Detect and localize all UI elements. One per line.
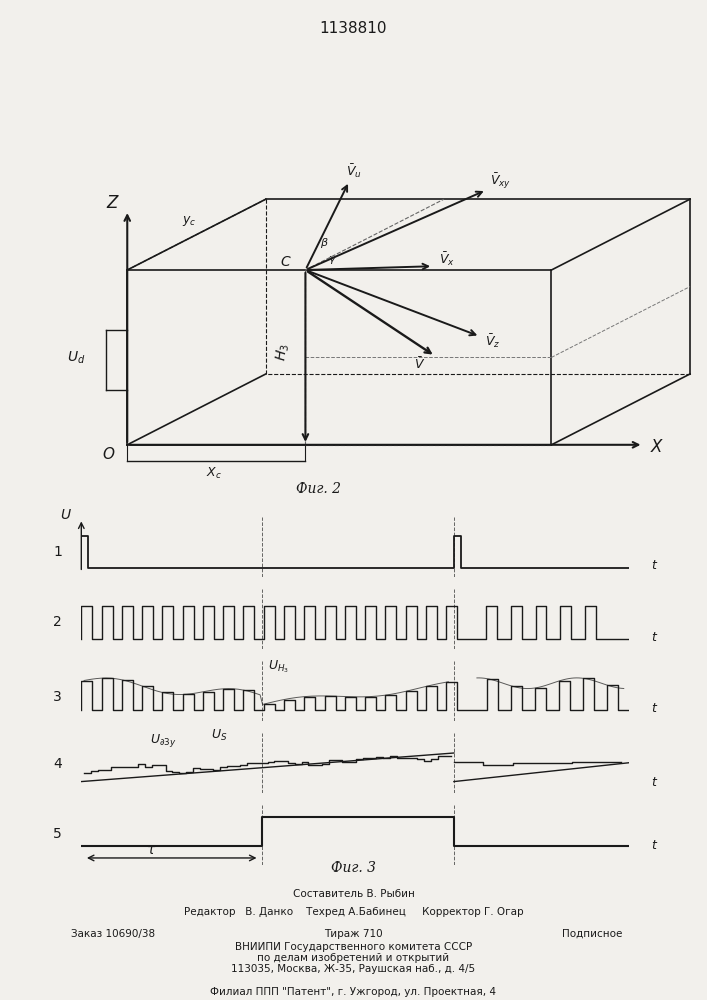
Text: U: U (60, 508, 71, 522)
Text: Заказ 10690/38: Заказ 10690/38 (71, 929, 155, 939)
Text: Подписное: Подписное (562, 929, 622, 939)
Text: Z: Z (106, 194, 117, 212)
Text: по делам изобретений и открытий: по делам изобретений и открытий (257, 953, 450, 963)
Text: $y_c$: $y_c$ (182, 214, 197, 228)
Text: C: C (281, 255, 291, 269)
Text: $X_c$: $X_c$ (206, 466, 221, 481)
Text: Фиг. 2: Фиг. 2 (296, 482, 341, 496)
Text: $\bar{V}_z$: $\bar{V}_z$ (485, 332, 501, 350)
Text: Составитель В. Рыбин: Составитель В. Рыбин (293, 889, 414, 899)
Text: $\gamma$: $\gamma$ (328, 254, 337, 266)
Text: 4: 4 (53, 757, 62, 771)
Text: 3: 3 (53, 690, 62, 704)
Text: ВНИИПИ Государственного комитета СССР: ВНИИПИ Государственного комитета СССР (235, 942, 472, 952)
Text: Редактор   В. Данко    Техред А.Бабинец     Корректор Г. Огар: Редактор В. Данко Техред А.Бабинец Корре… (184, 906, 523, 917)
Text: $U_{H_3}$: $U_{H_3}$ (267, 658, 288, 675)
Text: $U_S$: $U_S$ (211, 728, 228, 743)
Text: t: t (651, 776, 656, 789)
Text: X: X (650, 438, 662, 456)
Text: $\bar{V}$: $\bar{V}$ (414, 356, 425, 372)
Text: Тираж 710: Тираж 710 (325, 929, 382, 939)
Text: $\bar{V}_x$: $\bar{V}_x$ (438, 250, 455, 268)
Text: $H_3$: $H_3$ (274, 342, 292, 362)
Text: $\bar{V}_u$: $\bar{V}_u$ (346, 162, 361, 180)
Text: Филиал ППП "Патент", г. Ужгород, ул. Проектная, 4: Филиал ППП "Патент", г. Ужгород, ул. Про… (211, 987, 496, 997)
Text: $\bar{V}_{xy}$: $\bar{V}_{xy}$ (490, 172, 511, 191)
Text: $U_{\partial 3 y}$: $U_{\partial 3 y}$ (150, 732, 177, 749)
Text: t: t (651, 559, 656, 572)
Text: $U_d$: $U_d$ (67, 350, 86, 366)
Text: Фиг. 3: Фиг. 3 (331, 861, 376, 875)
Text: t: t (651, 702, 656, 715)
Text: 113035, Москва, Ж-35, Раушская наб., д. 4/5: 113035, Москва, Ж-35, Раушская наб., д. … (231, 964, 476, 974)
Text: 5: 5 (53, 827, 62, 841)
Text: $\tau$: $\tau$ (146, 843, 157, 857)
Text: t: t (651, 839, 656, 852)
Text: 2: 2 (53, 615, 62, 629)
Text: 1: 1 (53, 545, 62, 559)
Text: O: O (103, 447, 115, 462)
Text: t: t (651, 631, 656, 644)
Text: $\beta$: $\beta$ (320, 236, 328, 250)
Text: 1138810: 1138810 (320, 21, 387, 36)
